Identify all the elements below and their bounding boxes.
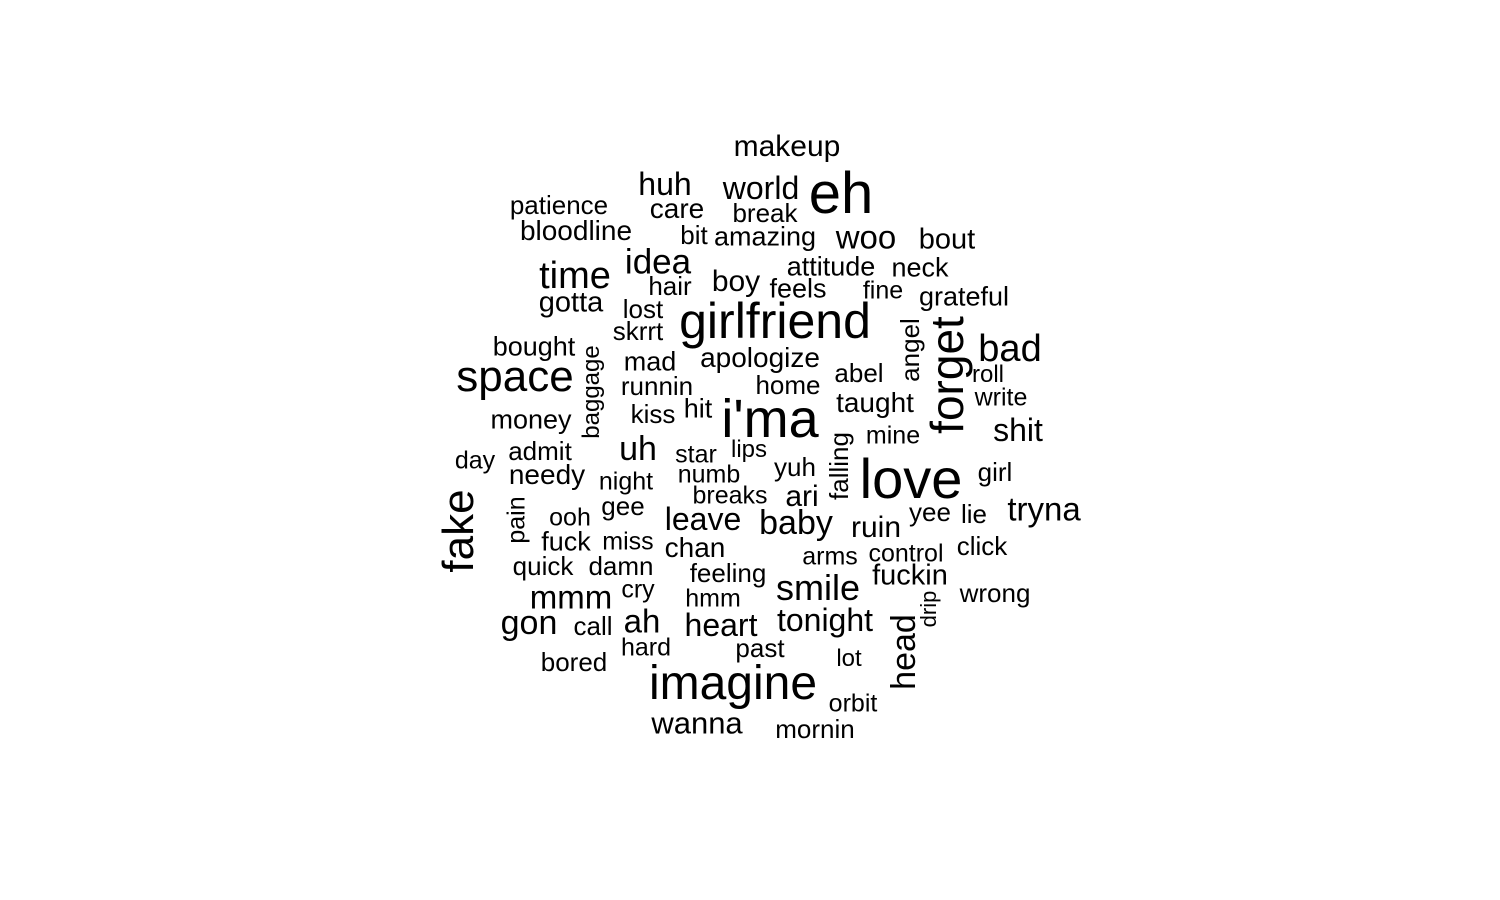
word-taught: taught [836,387,914,418]
word-needy: needy [508,459,586,490]
word-leave: leave [664,501,742,537]
word-damn: damn [588,551,654,581]
word-patience: patience [509,190,609,220]
word-mine: mine [865,421,921,450]
word-bought: bought [492,331,576,362]
word-click: click [956,531,1008,561]
word-cry: cry [621,575,655,604]
word-girl: girl [977,457,1013,487]
word-past: past [735,633,785,663]
word-fuckin: fuckin [872,559,948,592]
word-tonight: tonight [776,602,874,638]
word-numb: numb [677,460,741,489]
word-attitude: attitude [786,251,876,282]
word-gotta: gotta [538,286,604,319]
word-eh: eh [808,161,874,226]
word-wrong: wrong [959,578,1031,608]
word-feels: feels [769,273,827,304]
word-gon: gon [500,604,558,642]
word-baby: baby [759,504,833,542]
word-orbit: orbit [828,689,878,718]
word-ari: ari [785,480,819,513]
word-huh: huh [638,166,692,202]
word-woo: woo [835,218,897,256]
word-star: star [675,440,717,469]
word-girlfriend: girlfriend [679,293,871,349]
word-mmm: mmm [529,578,613,616]
word-wanna: wanna [651,705,743,741]
word-skrrt: skrrt [612,316,664,346]
word-amazing: amazing [713,221,817,252]
word-feeling: feeling [689,558,767,588]
word-grateful: grateful [918,281,1010,312]
word-idea: idea [624,242,692,282]
word-fine: fine [862,276,904,305]
word-lie: lie [960,499,988,529]
word-falling: falling [824,432,854,500]
word-love: love [859,447,963,510]
word-write: write [974,383,1028,412]
word-money: money [490,404,572,435]
word-ruin: ruin [850,511,902,544]
word-hmm: hmm [685,584,741,613]
word-tryna: tryna [1007,490,1081,528]
word-bored: bored [540,647,608,677]
word-apologize: apologize [700,342,820,373]
word-bloodline: bloodline [519,215,633,246]
word-mornin: mornin [775,714,855,744]
word-mad: mad [623,346,677,377]
word-hit: hit [683,393,713,424]
word-admit: admit [508,436,572,466]
word-kiss: kiss [630,399,676,429]
word-bit: bit [680,220,708,250]
word-heart: heart [684,607,758,643]
word-lips: lips [730,436,768,463]
word-yee: yee [909,497,951,527]
word-fuck: fuck [541,526,591,557]
word-lot: lot [836,645,862,672]
word-ooh: ooh [549,503,591,532]
word-care: care [649,193,705,224]
word-hair: hair [648,271,692,301]
word-pain: pain [502,496,531,544]
word-runnin: runnin [620,371,694,401]
word-miss: miss [602,527,654,556]
word-hard: hard [620,633,672,662]
word-break: break [732,198,798,228]
word-shit: shit [993,412,1043,448]
word-roll: roll [971,361,1005,388]
word-neck: neck [891,252,949,283]
word-chan: chan [664,532,726,563]
word-time: time [539,255,611,297]
word-world: world [722,170,800,206]
word-night: night [598,467,654,496]
word-lost: lost [622,294,664,324]
word-gee: gee [601,491,645,521]
word-space: space [456,352,574,401]
word-i-ma: i'ma [721,389,819,449]
word-control: control [868,539,944,568]
word-abel: abel [834,358,884,388]
word-angel: angel [895,318,925,382]
word-bad: bad [978,328,1042,370]
word-day: day [454,446,496,475]
word-bout: bout [918,223,976,256]
word-home: home [755,370,821,400]
word-forget: forget [921,316,973,434]
word-fake: fake [434,489,483,573]
word-uh: uh [619,430,657,468]
word-imagine: imagine [648,657,818,710]
word-call: call [573,611,613,641]
word-baggage: baggage [578,345,605,439]
word-smile: smile [775,567,861,608]
word-breaks: breaks [692,481,768,510]
word-ah: ah [623,602,661,640]
word-yuh: yuh [774,452,816,482]
word-arms: arms [802,542,858,571]
word-boy: boy [711,265,761,298]
word-quick: quick [512,551,574,581]
word-makeup: makeup [733,130,841,163]
word-head: head [885,614,923,690]
